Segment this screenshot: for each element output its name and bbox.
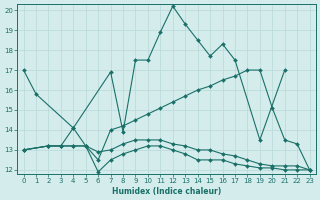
X-axis label: Humidex (Indice chaleur): Humidex (Indice chaleur) — [112, 187, 221, 196]
